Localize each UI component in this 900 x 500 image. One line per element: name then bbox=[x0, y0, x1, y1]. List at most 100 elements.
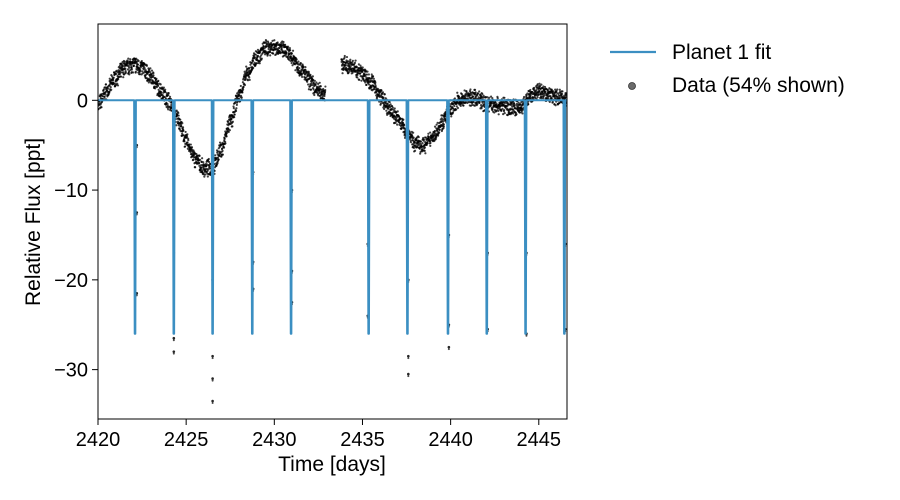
data-point bbox=[309, 84, 312, 87]
data-point bbox=[481, 92, 484, 96]
data-point bbox=[202, 161, 205, 164]
data-point bbox=[221, 153, 224, 156]
data-point bbox=[119, 75, 123, 78]
data-point bbox=[274, 45, 278, 48]
data-point bbox=[122, 71, 125, 74]
transit-data-point bbox=[407, 357, 410, 360]
data-point bbox=[512, 112, 515, 115]
data-point bbox=[540, 97, 543, 100]
data-point bbox=[419, 152, 422, 155]
data-point bbox=[243, 83, 247, 87]
data-point bbox=[351, 71, 354, 74]
data-point bbox=[136, 63, 140, 66]
data-point bbox=[368, 77, 371, 80]
data-point bbox=[217, 158, 220, 161]
data-point bbox=[402, 118, 405, 121]
data-point bbox=[208, 165, 211, 168]
data-point bbox=[488, 96, 491, 99]
data-point bbox=[260, 54, 263, 57]
data-point bbox=[284, 43, 287, 46]
data-point bbox=[272, 52, 275, 55]
data-point bbox=[550, 97, 553, 100]
transit-data-point bbox=[407, 375, 410, 378]
data-point bbox=[554, 88, 557, 91]
data-point bbox=[319, 85, 322, 88]
x-tick-label: 2440 bbox=[428, 429, 473, 451]
data-point bbox=[285, 51, 288, 55]
data-point bbox=[184, 130, 187, 134]
data-point bbox=[442, 125, 445, 128]
data-point bbox=[438, 128, 441, 131]
data-point bbox=[324, 85, 327, 88]
data-point bbox=[254, 53, 257, 56]
data-point bbox=[134, 70, 137, 73]
data-point bbox=[199, 168, 203, 171]
data-point bbox=[501, 107, 504, 110]
transit-data-point bbox=[172, 339, 175, 342]
data-point bbox=[453, 97, 456, 100]
data-point bbox=[103, 95, 106, 98]
data-point bbox=[250, 61, 254, 64]
data-point bbox=[529, 94, 532, 97]
data-point bbox=[165, 92, 168, 95]
data-point bbox=[422, 138, 426, 141]
data-point bbox=[260, 57, 263, 60]
data-point bbox=[513, 103, 516, 106]
data-point bbox=[343, 56, 346, 59]
data-point bbox=[231, 120, 234, 123]
data-point bbox=[100, 106, 103, 109]
data-point bbox=[240, 96, 243, 99]
data-point bbox=[297, 60, 300, 63]
data-point bbox=[480, 107, 483, 110]
data-point bbox=[318, 81, 321, 84]
data-point bbox=[291, 49, 295, 52]
transit-data-point bbox=[211, 357, 214, 360]
data-point bbox=[349, 58, 352, 61]
data-point bbox=[194, 166, 197, 169]
data-point bbox=[367, 73, 370, 76]
data-point bbox=[396, 123, 399, 126]
x-axis-label: Time [days] bbox=[278, 453, 386, 476]
data-point bbox=[226, 120, 230, 123]
data-point bbox=[112, 76, 115, 79]
data-point bbox=[455, 108, 458, 111]
data-point bbox=[348, 70, 351, 73]
data-point bbox=[109, 86, 112, 89]
data-point bbox=[216, 162, 219, 165]
data-point bbox=[379, 102, 383, 105]
data-point bbox=[141, 70, 144, 73]
data-point bbox=[152, 74, 155, 77]
data-point bbox=[412, 131, 415, 134]
data-point bbox=[288, 47, 291, 50]
data-point bbox=[321, 95, 324, 98]
data-point bbox=[521, 112, 524, 115]
data-point bbox=[183, 140, 186, 143]
data-point bbox=[543, 94, 546, 97]
x-tick-label: 2445 bbox=[517, 429, 562, 451]
data-point bbox=[290, 52, 294, 55]
data-point bbox=[265, 40, 268, 43]
data-point bbox=[257, 54, 260, 58]
transit-data-point bbox=[211, 379, 214, 382]
data-point bbox=[230, 117, 233, 121]
data-point bbox=[311, 75, 314, 78]
data-point bbox=[182, 129, 185, 132]
data-point bbox=[536, 83, 539, 86]
data-point bbox=[294, 69, 297, 72]
data-point bbox=[280, 43, 283, 46]
data-point bbox=[421, 142, 424, 145]
data-point bbox=[129, 58, 132, 61]
data-point bbox=[537, 93, 540, 97]
data-point bbox=[203, 175, 206, 178]
data-point bbox=[351, 59, 354, 62]
data-point bbox=[433, 125, 437, 128]
data-point bbox=[252, 66, 255, 69]
data-point bbox=[473, 88, 477, 91]
data-point bbox=[119, 71, 122, 74]
data-point bbox=[386, 102, 389, 105]
data-point bbox=[225, 135, 228, 138]
data-point bbox=[145, 64, 148, 67]
data-point bbox=[304, 76, 307, 79]
data-point bbox=[204, 173, 207, 176]
data-point bbox=[166, 103, 169, 106]
